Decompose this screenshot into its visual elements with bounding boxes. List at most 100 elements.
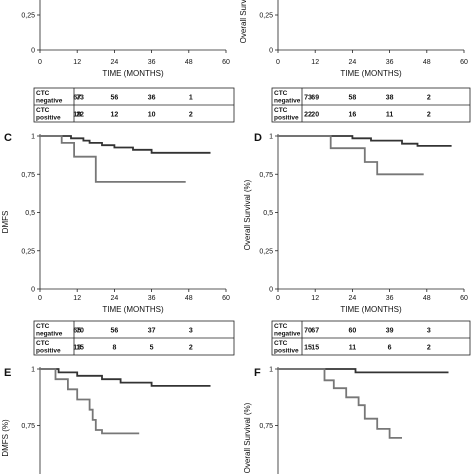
risk-row-label: CTC xyxy=(36,323,50,330)
risk-count: 22 xyxy=(304,112,312,119)
y-axis-label: DMFS (%) xyxy=(1,419,10,457)
y-axis-label: Overall Survival (%) xyxy=(243,179,252,250)
y-tick-label: 0 xyxy=(269,48,273,55)
risk-row-label: negative xyxy=(274,331,301,338)
risk-count: 2 xyxy=(427,112,431,119)
y-tick-label: 0,25 xyxy=(21,248,35,255)
risk-count: 15 xyxy=(76,345,84,352)
x-tick-label: 48 xyxy=(185,295,193,302)
risk-count: 11 xyxy=(386,112,394,119)
risk-count: 2 xyxy=(427,345,431,352)
x-tick-label: 48 xyxy=(423,59,431,66)
risk-count: 15 xyxy=(304,345,312,352)
risk-count: 36 xyxy=(148,95,156,102)
y-tick-label: 0,75 xyxy=(21,172,35,179)
risk-count: 56 xyxy=(111,95,119,102)
risk-count: 56 xyxy=(111,328,119,335)
x-tick-label: 36 xyxy=(386,59,394,66)
km-curve-ctc-positive xyxy=(40,135,186,183)
x-tick-label: 24 xyxy=(349,295,357,302)
panel-letter: E xyxy=(4,367,11,379)
risk-count: 60 xyxy=(349,328,357,335)
y-tick-label: 1 xyxy=(269,367,273,374)
km-curve-ctc-negative xyxy=(40,135,211,154)
x-tick-label: 24 xyxy=(111,295,119,302)
km-curve-ctc-positive xyxy=(40,368,140,435)
panel-c: 1 0,75 0,5 0,25 00 12 24 36 48 60 TIME (MONTHS) DMF… xyxy=(1,132,235,356)
risk-count: 3 xyxy=(427,328,431,335)
risk-count: 2 xyxy=(189,345,193,352)
x-tick-label: 12 xyxy=(311,59,319,66)
y-tick-label: 1 xyxy=(269,134,273,141)
x-tick-label: 12 xyxy=(73,59,81,66)
x-tick-label: 60 xyxy=(222,295,230,302)
x-axis-label: TIME (MONTHS) xyxy=(340,69,402,78)
km-curve-ctc-positive xyxy=(278,368,402,439)
risk-row-label: negative xyxy=(36,331,63,338)
y-tick-label: 0,75 xyxy=(259,423,273,430)
risk-row-label: CTC xyxy=(274,323,288,330)
x-tick-label: 12 xyxy=(311,295,319,302)
risk-count: 11 xyxy=(349,345,357,352)
risk-row-label: positive xyxy=(274,115,299,122)
risk-count: 70 xyxy=(76,328,84,335)
y-tick-label: 0,5 xyxy=(25,210,35,217)
x-tick-label: 0 xyxy=(38,295,42,302)
risk-count: 12 xyxy=(111,112,119,119)
y-tick-label: 0,25 xyxy=(259,248,273,255)
risk-count: 6 xyxy=(388,345,392,352)
x-tick-label: 60 xyxy=(460,295,468,302)
panel-f: 1 0,75 Overall Survival (%) F xyxy=(243,367,449,474)
risk-count: 37 xyxy=(148,328,156,335)
risk-count: 10 xyxy=(148,112,156,119)
x-tick-label: 48 xyxy=(423,295,431,302)
panel-e: 1 0,75 DMFS (%) E xyxy=(1,367,211,474)
risk-count: 8 xyxy=(112,345,116,352)
y-axis-label: DMFS xyxy=(1,211,10,234)
y-tick-label: 0 xyxy=(31,48,35,55)
risk-row-label: CTC xyxy=(36,90,50,97)
x-tick-label: 0 xyxy=(38,59,42,66)
panel-letter: C xyxy=(4,132,12,144)
y-tick-label: 0,25 xyxy=(259,13,273,20)
risk-count: 1 xyxy=(189,95,193,102)
y-tick-label: 1 xyxy=(31,367,35,374)
y-axis-label: Overall Survival (%) xyxy=(239,0,248,43)
x-tick-label: 36 xyxy=(386,295,394,302)
y-tick-label: 0,75 xyxy=(21,423,35,430)
y-tick-label: 0,25 xyxy=(21,13,35,20)
risk-row-label: CTC xyxy=(274,107,288,114)
risk-count: 58 xyxy=(349,95,357,102)
risk-row-label: negative xyxy=(274,98,301,105)
y-tick-label: 0 xyxy=(31,287,35,294)
x-tick-label: 36 xyxy=(148,59,156,66)
x-tick-label: 0 xyxy=(276,295,280,302)
risk-row-label: negative xyxy=(36,98,63,105)
x-tick-label: 60 xyxy=(460,59,468,66)
risk-count: 67 xyxy=(73,95,81,102)
risk-row-label: CTC xyxy=(274,90,288,97)
risk-count: 2 xyxy=(427,95,431,102)
y-tick-label: 0 xyxy=(269,287,273,294)
risk-count: 22 xyxy=(76,112,84,119)
x-tick-label: 24 xyxy=(349,59,357,66)
risk-count: 13 xyxy=(73,345,81,352)
km-curve-ctc-negative xyxy=(40,368,211,387)
risk-count: 73 xyxy=(304,95,312,102)
risk-count: 38 xyxy=(386,95,394,102)
x-tick-label: 24 xyxy=(111,59,119,66)
panel-letter: F xyxy=(254,367,261,379)
risk-row-label: positive xyxy=(36,348,61,355)
x-tick-label: 12 xyxy=(73,295,81,302)
risk-row-label: positive xyxy=(274,348,299,355)
risk-count: 3 xyxy=(189,328,193,335)
x-tick-label: 60 xyxy=(222,59,230,66)
panel-letter: D xyxy=(254,132,262,144)
risk-row-label: CTC xyxy=(36,340,50,347)
